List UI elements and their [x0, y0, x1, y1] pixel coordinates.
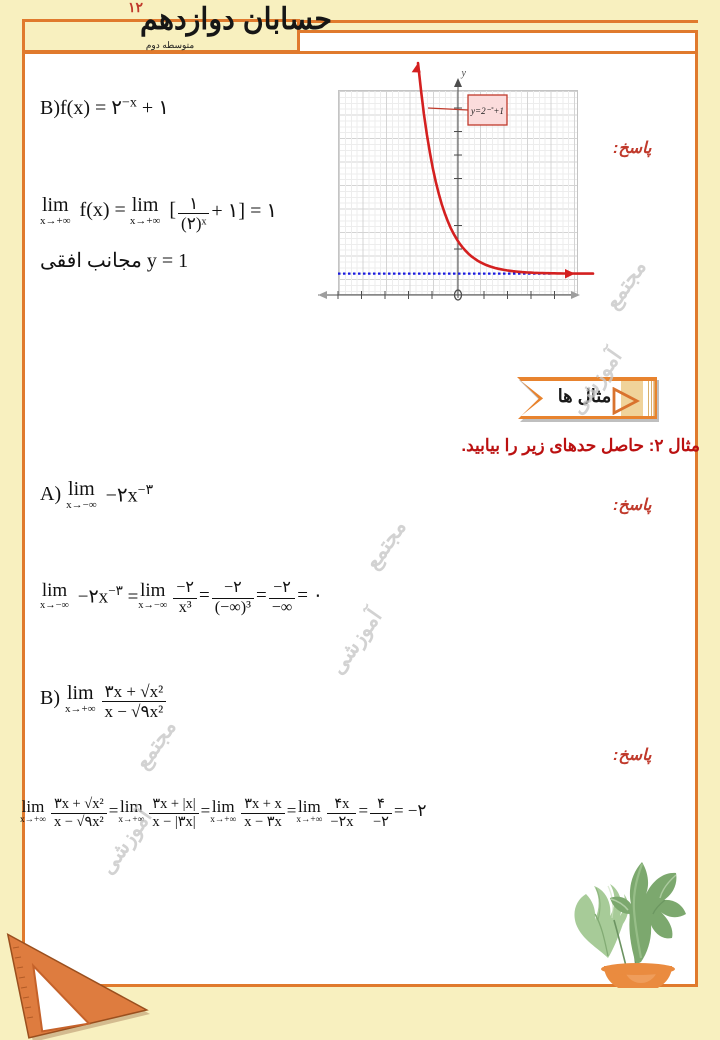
svg-text:y=2⁻˚+1: y=2⁻˚+1 — [470, 106, 504, 116]
svg-text:y: y — [461, 68, 467, 79]
